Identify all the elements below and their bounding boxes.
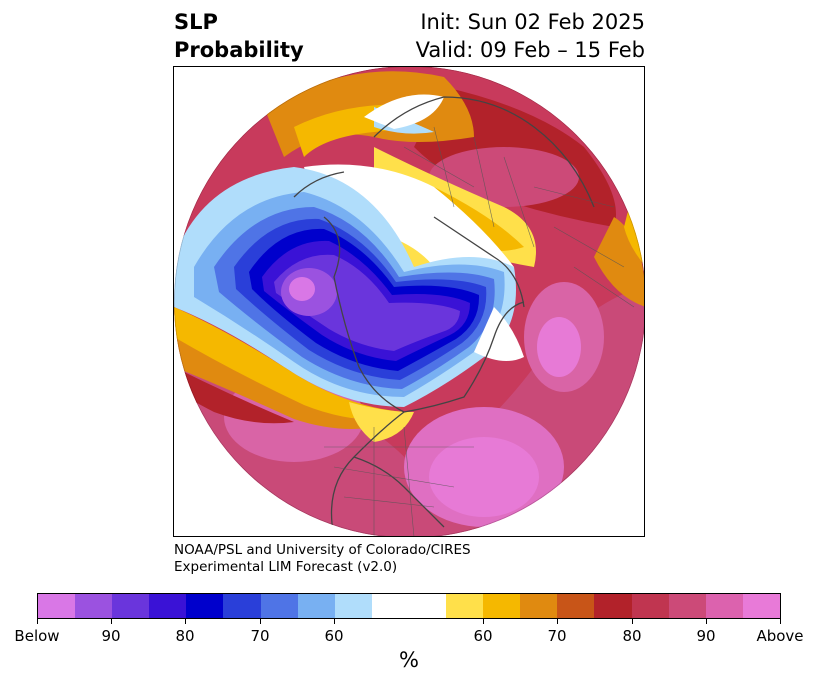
init-date: Init: Sun 02 Feb 2025 [420,10,645,34]
valid-range: Valid: 09 Feb – 15 Feb [415,38,645,62]
colorbar-tick-label: 90 [696,627,716,645]
colorbar-segment [223,594,261,618]
polar-map [173,66,645,537]
colorbar-segment [446,594,484,618]
probability-fields [174,67,644,536]
colorbar-segment [297,594,335,618]
colorbar-segment [75,594,113,618]
colorbar-segment [112,594,150,618]
coastlines [293,96,595,536]
colorbar-tick-label: Above [756,627,804,645]
map-title: SLP Probability [174,8,304,64]
colorbar-tick [334,619,335,624]
credit-line-2: Experimental LIM Forecast (v2.0) [174,559,398,575]
colorbar-segment [260,594,298,618]
colorbar-tick-label: 60 [473,627,493,645]
title-line-2: Probability [174,38,304,62]
colorbar-tick [780,619,781,624]
colorbar-segment [334,594,372,618]
colorbar-segment [742,594,780,618]
colorbar-tick-label: 70 [250,627,270,645]
forecast-dates: Init: Sun 02 Feb 2025 Valid: 09 Feb – 15… [416,8,645,64]
colorbar-tick [706,619,707,624]
colorbar-segment [520,594,558,618]
colorbar-segment [594,594,632,618]
colorbar-segment [408,594,447,618]
colorbar-segment [483,594,521,618]
credit: NOAA/PSL and University of Colorado/CIRE… [174,542,471,576]
colorbar-tick-label: 70 [547,627,567,645]
colorbar-tick-label: 90 [101,627,121,645]
probability-map [174,67,644,536]
borders [324,126,635,536]
credit-line-1: NOAA/PSL and University of Colorado/CIRE… [174,542,471,558]
colorbar-tick [111,619,112,624]
colorbar-tick [260,619,261,624]
colorbar-segment [705,594,743,618]
colorbar-tick-label: 80 [622,627,642,645]
colorbar-tick-label: Below [14,627,60,645]
colorbar-segment [149,594,187,618]
colorbar-tick [483,619,484,624]
colorbar-segment [371,594,409,618]
colorbar-tick [185,619,186,624]
colorbar-tick-label: 80 [175,627,195,645]
colorbar-tick [557,619,558,624]
colorbar-tick [632,619,633,624]
colorbar-segment [631,594,669,618]
title-line-1: SLP [174,10,218,34]
colorbar-segment [38,594,76,618]
colorbar-segment [186,594,224,618]
colorbar-tick [37,619,38,624]
colorbar-tick-label: 60 [324,627,344,645]
colorbar [37,593,781,619]
colorbar-segment [557,594,595,618]
colorbar-segment [668,594,706,618]
colorbar-unit: % [399,648,419,672]
